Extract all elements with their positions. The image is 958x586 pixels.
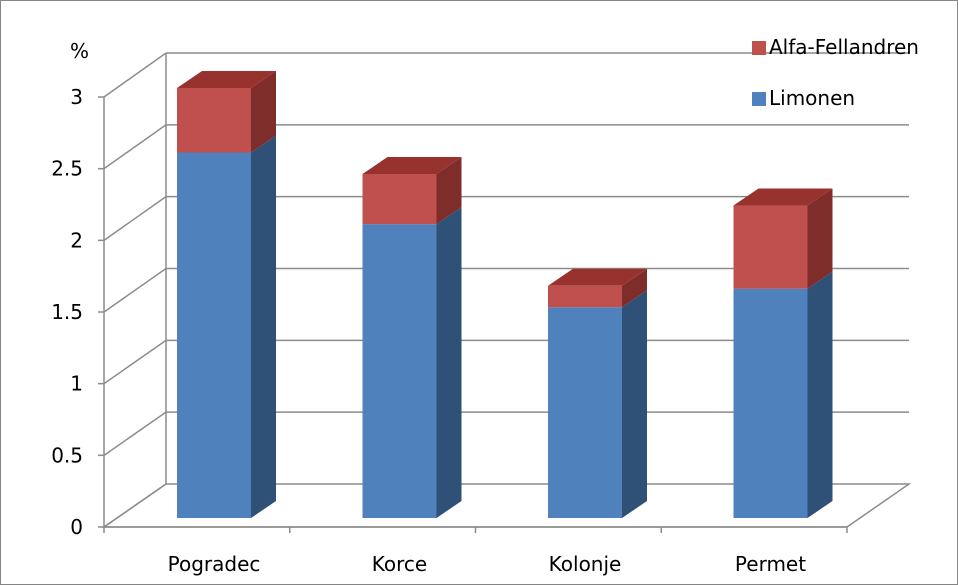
- bar-front: [548, 285, 622, 308]
- bar-side: [807, 188, 833, 289]
- bar-segment-limonen: [177, 135, 276, 518]
- bar-top: [177, 71, 276, 88]
- gridline-diagonal: [103, 52, 167, 98]
- x-category-label: Pogradec: [168, 552, 261, 576]
- gridline-diagonal: [103, 411, 167, 456]
- bar-segment-limonen: [548, 290, 647, 518]
- y-tick-label: 1: [70, 372, 83, 396]
- bar-front: [177, 152, 251, 518]
- y-tick-label: 0: [70, 515, 83, 539]
- y-axis-unit-label: %: [70, 39, 89, 63]
- bar-side: [436, 157, 462, 225]
- bar-segment-limonen: [733, 271, 833, 518]
- gridline-diagonal: [103, 339, 167, 385]
- bar-side: [622, 290, 647, 518]
- x-category-label: Korce: [372, 552, 427, 576]
- bar-side: [807, 271, 833, 518]
- x-category-label: Permet: [735, 552, 806, 576]
- legend-label: Alfa-Fellandren: [769, 35, 919, 59]
- y-tick-label: 2.5: [51, 157, 83, 181]
- bars: [177, 71, 833, 518]
- gridline-diagonal: [103, 196, 167, 241]
- bar-front: [548, 307, 622, 518]
- bar-side: [436, 207, 462, 518]
- bar-front: [362, 174, 437, 225]
- labels: % 0 0.5 1 1.5 2 2.5 3 Pogradec Korce Kolonje Perme…: [51, 39, 806, 576]
- bar-segment-alfa-fellandren: [548, 268, 647, 308]
- bar-top: [733, 188, 833, 206]
- bar-side: [251, 71, 276, 153]
- bar-front: [733, 205, 808, 289]
- legend-swatch: [752, 41, 766, 55]
- y-tick-label: 1.5: [51, 300, 83, 324]
- y-tick-label: 0.5: [51, 443, 83, 467]
- bar-front: [177, 88, 251, 153]
- x-category-label: Kolonje: [549, 552, 622, 576]
- legend-label: Limonen: [769, 86, 855, 110]
- bar-top: [362, 157, 462, 174]
- y-tick-label: 2: [70, 228, 83, 252]
- bar-top: [548, 268, 647, 286]
- bar-segment-alfa-fellandren: [177, 71, 276, 153]
- bar-side: [251, 135, 276, 518]
- gridline-diagonal: [103, 267, 167, 313]
- legend: Alfa-Fellandren Limonen: [752, 35, 919, 110]
- bar-side: [622, 268, 647, 308]
- axes: [98, 96, 848, 533]
- bar-segment-limonen: [362, 207, 462, 518]
- gridline-diagonal: [103, 124, 167, 170]
- y-tick-label: 3: [70, 85, 83, 109]
- bar-segment-alfa-fellandren: [362, 157, 462, 225]
- bar-segment-alfa-fellandren: [733, 188, 833, 289]
- bar-front: [362, 224, 437, 518]
- bar-front: [733, 288, 808, 518]
- legend-swatch: [752, 92, 766, 106]
